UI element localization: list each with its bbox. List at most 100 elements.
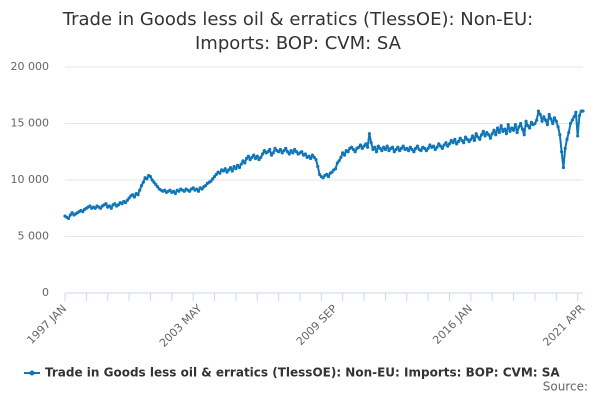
point xyxy=(442,143,446,147)
point xyxy=(558,133,562,137)
point xyxy=(70,211,74,215)
point xyxy=(148,175,153,179)
point xyxy=(232,164,236,169)
point xyxy=(163,188,167,192)
point xyxy=(271,151,275,155)
point xyxy=(567,130,571,135)
point xyxy=(392,150,396,154)
point xyxy=(246,154,250,158)
chart-title: Trade in Goods less oil & erratics (Tles… xyxy=(62,9,534,30)
point xyxy=(458,136,462,140)
point xyxy=(234,167,238,171)
point xyxy=(337,159,341,163)
point xyxy=(488,136,493,140)
point xyxy=(239,162,243,166)
point xyxy=(533,121,537,126)
point xyxy=(438,144,443,148)
point xyxy=(479,133,484,137)
point xyxy=(487,133,491,137)
point xyxy=(527,126,532,130)
x-tick-label: 2016 JAN xyxy=(430,302,475,347)
point xyxy=(255,154,259,158)
point xyxy=(410,147,414,152)
point xyxy=(152,180,156,184)
point xyxy=(570,118,574,122)
point xyxy=(191,186,195,190)
point xyxy=(200,187,204,191)
point xyxy=(321,176,325,180)
x-tick-label: 2021 APR xyxy=(540,302,587,349)
point xyxy=(529,120,533,124)
legend-item[interactable]: Trade in Goods less oil & erratics (Tles… xyxy=(24,366,560,380)
point xyxy=(81,210,85,214)
point xyxy=(426,146,430,150)
point xyxy=(230,169,234,173)
point xyxy=(371,147,375,152)
point xyxy=(125,198,129,202)
point xyxy=(339,155,343,159)
point xyxy=(576,134,580,138)
point xyxy=(382,145,386,149)
point xyxy=(248,158,252,162)
point xyxy=(520,127,525,131)
point xyxy=(522,133,526,137)
point xyxy=(544,118,548,122)
point xyxy=(581,109,585,113)
point xyxy=(141,180,145,184)
point xyxy=(431,144,436,148)
point xyxy=(551,121,555,126)
point xyxy=(333,167,338,171)
point xyxy=(554,119,558,123)
point xyxy=(269,153,274,157)
point xyxy=(497,130,501,135)
point xyxy=(113,202,117,206)
point xyxy=(503,127,507,131)
point xyxy=(182,189,186,193)
point xyxy=(535,118,539,122)
point xyxy=(309,156,313,161)
point xyxy=(346,150,350,154)
point xyxy=(342,153,347,157)
point xyxy=(369,141,373,145)
point xyxy=(380,149,384,153)
legend-marker xyxy=(29,370,35,376)
point xyxy=(398,149,402,153)
point xyxy=(451,141,455,145)
point xyxy=(312,155,316,159)
point xyxy=(262,149,266,153)
x-tick-label: 2003 MAY xyxy=(157,302,205,350)
point xyxy=(367,132,371,136)
point xyxy=(237,165,242,170)
point xyxy=(577,113,582,118)
y-tick-label: 15 000 xyxy=(11,117,50,130)
point xyxy=(268,147,272,152)
point xyxy=(214,172,218,176)
point xyxy=(291,151,295,155)
point xyxy=(326,175,331,179)
point xyxy=(504,132,509,136)
point xyxy=(446,144,450,148)
point xyxy=(139,184,144,188)
point xyxy=(563,146,567,150)
point xyxy=(419,149,423,153)
point xyxy=(362,144,366,148)
point xyxy=(136,193,140,197)
point xyxy=(560,150,564,154)
point xyxy=(227,168,231,172)
point xyxy=(127,196,131,200)
point xyxy=(469,137,473,141)
point xyxy=(66,216,71,221)
point xyxy=(317,172,322,176)
legend-label: Trade in Goods less oil & erratics (Tles… xyxy=(45,366,560,380)
point xyxy=(424,149,428,153)
point xyxy=(405,146,409,150)
point xyxy=(196,189,201,193)
point xyxy=(341,151,345,155)
point xyxy=(549,117,553,121)
point xyxy=(519,121,523,126)
point xyxy=(481,129,485,134)
point xyxy=(88,204,92,208)
point xyxy=(93,206,97,210)
point xyxy=(109,206,113,210)
